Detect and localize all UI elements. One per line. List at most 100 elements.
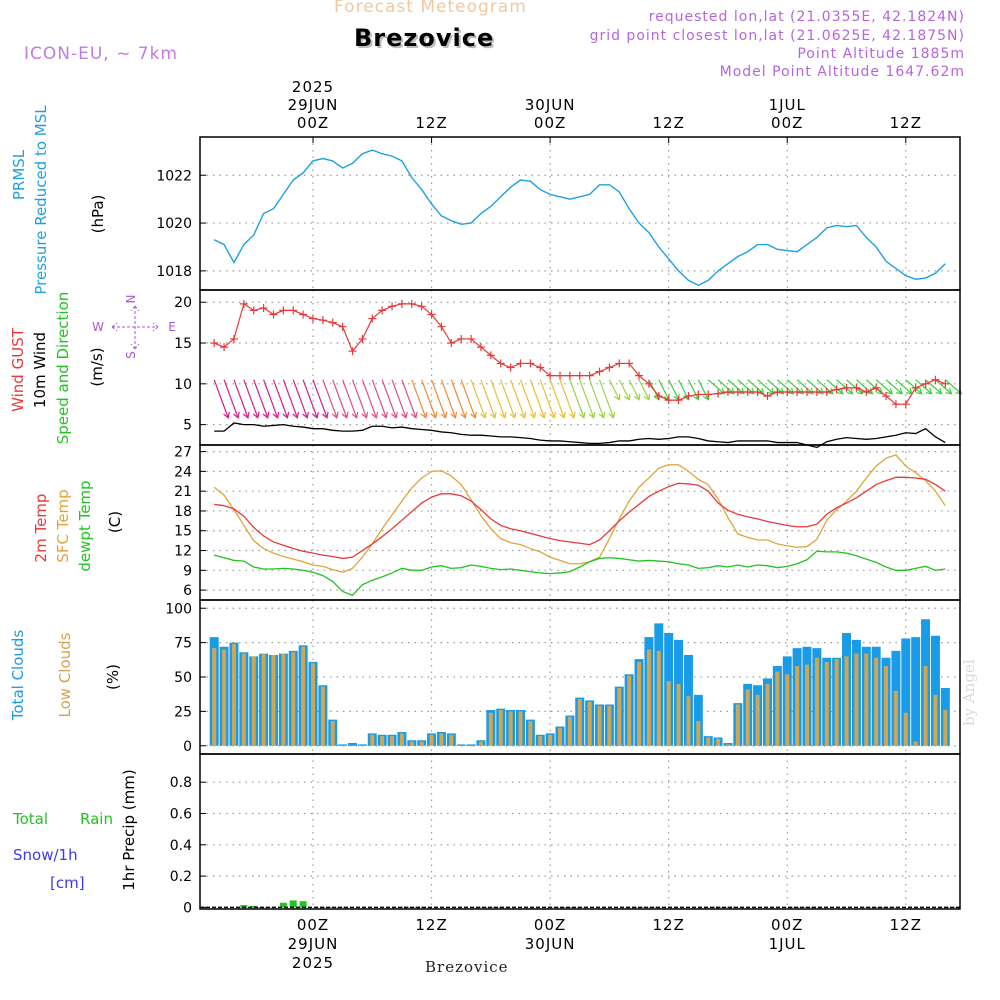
- low-cloud-bar: [488, 712, 493, 746]
- wind-arrow-head: [559, 411, 566, 419]
- wind-arrow-head: [945, 387, 953, 395]
- low-cloud-bar: [340, 745, 345, 747]
- wind-gust-marker: [733, 387, 742, 396]
- total-cloud-bar: [911, 637, 921, 746]
- wind-arrow: [440, 379, 457, 418]
- wind-gust-marker: [822, 387, 831, 396]
- y-tick-label: 0.2: [170, 869, 192, 885]
- grid-point-coordinates: grid point closest lon,lat (21.0625E, 42…: [589, 28, 965, 44]
- wind-arrow: [579, 379, 595, 418]
- low-cloud-bar: [558, 727, 562, 746]
- bottom-time-label: 1JUL: [769, 935, 806, 953]
- low-cloud-bar: [508, 711, 513, 746]
- wind-gust-marker: [279, 306, 288, 315]
- wind-arrow: [608, 379, 620, 401]
- low-cloud-bar: [380, 736, 385, 746]
- wind-arrow-head: [499, 411, 507, 419]
- low-clouds-label: Low Clouds: [56, 632, 74, 717]
- chart-type-title: Forecast Meteogram: [334, 0, 527, 17]
- wind-gust-marker: [714, 389, 723, 398]
- low-cloud-bar: [765, 683, 770, 746]
- wind-gust-marker: [249, 306, 258, 315]
- bottom-time-label: 2025: [292, 954, 334, 972]
- low-cloud-bar: [824, 661, 829, 746]
- low-cloud-bar: [320, 686, 325, 746]
- low-cloud-bar: [607, 705, 612, 746]
- wind-arrow-head: [440, 411, 448, 419]
- wind-arrow-head: [252, 411, 260, 419]
- low-cloud-bar: [814, 657, 819, 746]
- panel-5-grid: [200, 754, 960, 909]
- wind-arrow: [401, 379, 417, 418]
- wind-gust-marker: [891, 400, 900, 409]
- low-cloud-bar: [637, 661, 642, 746]
- low-cloud-bar: [795, 666, 800, 746]
- wind-gust-marker: [901, 400, 910, 409]
- two-m-temp-line: [214, 476, 946, 560]
- wind-gust-label: Wind GUST: [9, 327, 27, 412]
- wind-arrow-head: [381, 411, 388, 419]
- clouds-unit: (%): [104, 664, 122, 690]
- wind-gust-marker: [556, 371, 564, 380]
- y-tick-label: 0.6: [170, 806, 192, 822]
- wind-arrow-head: [623, 393, 631, 401]
- y-tick-label: 6: [183, 583, 192, 599]
- pressure-line: [213, 149, 946, 286]
- precip-snow-unit: [cm]: [50, 874, 85, 892]
- wind-arrow-head: [400, 411, 408, 419]
- wind-arrow-head: [826, 387, 834, 395]
- low-cloud-bar: [478, 741, 483, 746]
- wind-arrow-head: [391, 411, 398, 419]
- wind-arrow: [944, 379, 962, 395]
- low-cloud-bar: [933, 694, 938, 746]
- wind-gust-marker: [565, 371, 574, 380]
- total-cloud-bar: [901, 638, 911, 746]
- bottom-time-label: 00Z: [297, 916, 329, 934]
- wind-arrow-head: [846, 387, 854, 395]
- wind-arrow: [510, 379, 526, 418]
- wind-gust-marker: [239, 299, 248, 308]
- wind-arrow-head: [351, 411, 359, 419]
- wind-arrow-head: [588, 411, 596, 419]
- wind-arrow: [381, 379, 397, 418]
- y-tick-label: 0: [183, 900, 192, 916]
- low-cloud-bar: [281, 653, 286, 746]
- low-cloud-bar: [518, 711, 523, 746]
- sfc-temp-line: [213, 454, 946, 573]
- wind-arrow-head: [935, 387, 943, 395]
- y-tick-label: 15: [174, 336, 192, 352]
- wind-arrow-head: [886, 387, 894, 395]
- wind-arrow: [302, 379, 318, 418]
- y-tick-label: 9: [183, 563, 192, 579]
- low-cloud-bar: [676, 683, 681, 746]
- y-tick-label: 21: [174, 484, 192, 500]
- wind-arrow: [272, 379, 289, 418]
- wind-gust-marker: [457, 334, 466, 343]
- bottom-time-label: 00Z: [534, 916, 566, 934]
- low-cloud-bar: [538, 736, 543, 746]
- top-time-label: 00Z: [771, 114, 803, 132]
- low-cloud-bar: [646, 649, 651, 746]
- wind-gust-marker: [872, 383, 881, 392]
- wind-arrow-head: [233, 411, 240, 419]
- wind-arrow-head: [876, 387, 884, 395]
- low-cloud-bar: [844, 656, 849, 746]
- low-cloud-bar: [805, 664, 809, 746]
- wind-gust-marker: [921, 379, 930, 388]
- low-cloud-bar: [231, 644, 236, 746]
- wind-gust-marker: [407, 299, 416, 308]
- wind-arrow-head: [302, 411, 309, 419]
- wind-arrow: [618, 379, 630, 401]
- dewpoint-line: [214, 550, 946, 597]
- low-cloud-bar: [617, 688, 622, 746]
- wind-arrow-head: [341, 411, 349, 419]
- top-time-label: 2025: [292, 78, 334, 96]
- wind-arrow-head: [262, 411, 270, 419]
- wind-arrow: [846, 379, 863, 395]
- wind-arrow-head: [614, 393, 621, 401]
- compass-east: E: [168, 320, 176, 334]
- low-cloud-bar: [943, 710, 948, 746]
- wind-arrow: [213, 379, 229, 418]
- wind-arrow: [460, 379, 476, 418]
- y-tick-label: 0.4: [170, 838, 192, 854]
